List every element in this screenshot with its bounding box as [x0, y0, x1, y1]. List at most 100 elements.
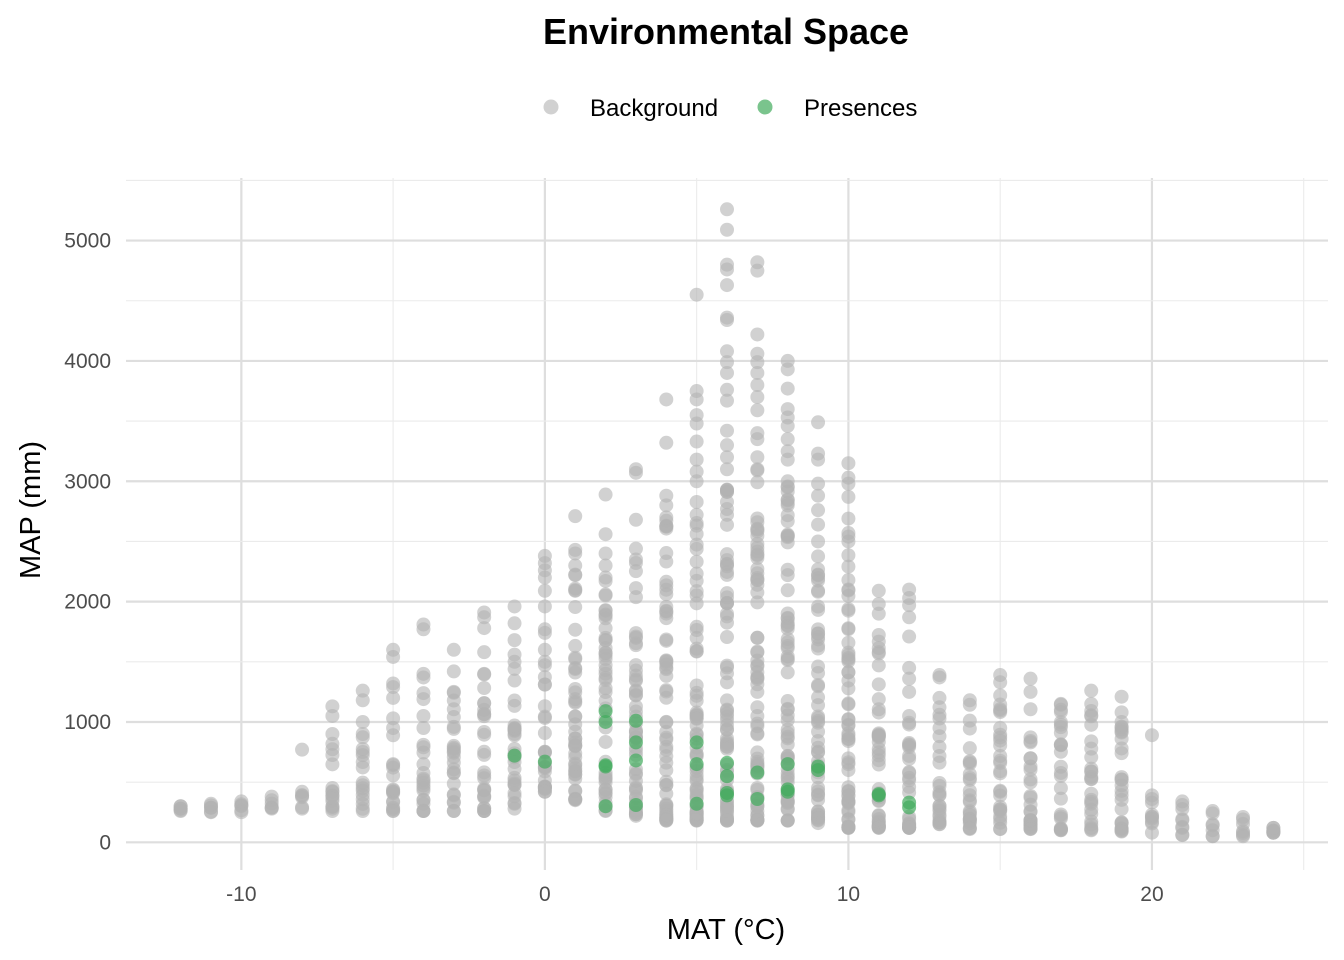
background-point [780, 474, 795, 489]
background-point [1084, 741, 1099, 756]
background-point [355, 727, 370, 742]
presence-point [902, 800, 917, 815]
background-point [780, 726, 795, 741]
background-point [720, 494, 734, 509]
background-point [1114, 714, 1129, 729]
background-point [720, 484, 734, 499]
background-point [841, 559, 856, 574]
background-point [780, 418, 795, 433]
background-point [416, 670, 431, 685]
background-point [780, 362, 795, 377]
background-point [537, 583, 552, 598]
background-point [1144, 825, 1159, 840]
background-point [1053, 737, 1068, 752]
background-point [416, 775, 431, 790]
background-point [325, 708, 340, 723]
background-point [811, 534, 826, 549]
presence-point [628, 713, 643, 728]
background-point [689, 554, 704, 569]
background-point [811, 517, 826, 532]
background-point [325, 804, 340, 819]
background-point [750, 462, 765, 477]
background-point [446, 776, 461, 791]
presence-point [720, 755, 734, 770]
background-point [446, 755, 461, 770]
background-point [1053, 696, 1068, 711]
background-point [628, 552, 643, 567]
background-point [477, 788, 492, 803]
background-point [1084, 696, 1099, 711]
background-point [841, 820, 856, 835]
background-point [537, 625, 552, 640]
background-point [841, 755, 856, 770]
background-point [1114, 772, 1129, 787]
background-point [902, 737, 917, 752]
background-point [1023, 775, 1038, 790]
background-point [841, 681, 856, 696]
presence-point [537, 754, 552, 769]
background-point [780, 665, 795, 680]
background-point [1053, 791, 1068, 806]
background-point [871, 641, 886, 656]
y-tick-label: 4000 [64, 350, 111, 373]
background-point [932, 739, 947, 754]
background-point [264, 789, 279, 804]
background-point [902, 785, 917, 800]
background-point [477, 709, 492, 724]
background-point [386, 720, 401, 735]
background-point [568, 764, 583, 779]
background-point [386, 680, 401, 695]
presence-point [689, 757, 704, 772]
background-point [628, 808, 643, 823]
background-point [780, 452, 795, 467]
legend-key-presences [757, 99, 773, 115]
background-point [628, 773, 643, 788]
background-point [507, 777, 522, 792]
background-point [446, 664, 461, 679]
background-point [477, 610, 492, 625]
background-point [355, 745, 370, 760]
background-point [841, 635, 856, 650]
background-point [1175, 794, 1190, 809]
background-point [720, 666, 734, 681]
background-point [598, 558, 613, 573]
background-point [993, 727, 1008, 742]
background-point [173, 799, 188, 814]
background-point [598, 603, 613, 618]
legend: Background Presences [543, 95, 917, 122]
background-point [932, 755, 947, 770]
background-point [1023, 702, 1038, 717]
background-point [689, 452, 704, 467]
background-point [295, 784, 310, 799]
background-point [1236, 829, 1251, 844]
background-point [355, 804, 370, 819]
background-point [750, 585, 765, 600]
background-point [720, 803, 734, 818]
background-point [537, 677, 552, 692]
background-point [659, 657, 674, 672]
background-point [871, 820, 886, 835]
background-point [446, 710, 461, 725]
background-point [841, 788, 856, 803]
background-point [841, 621, 856, 636]
background-point [841, 476, 856, 491]
background-point [264, 801, 279, 816]
background-point [355, 693, 370, 708]
background-point [537, 654, 552, 669]
x-tick-label: 10 [837, 883, 860, 906]
background-point [659, 739, 674, 754]
background-point [902, 765, 917, 780]
background-point [750, 263, 765, 278]
background-point [811, 622, 826, 637]
background-point [811, 476, 826, 491]
background-point [1023, 751, 1038, 766]
background-point [1084, 761, 1099, 776]
background-point [295, 742, 310, 757]
background-point [1205, 829, 1220, 844]
background-point [1023, 735, 1038, 750]
background-point [689, 474, 704, 489]
background-point [1236, 810, 1251, 825]
background-point [689, 746, 704, 761]
background-point [962, 794, 977, 809]
background-point [416, 804, 431, 819]
